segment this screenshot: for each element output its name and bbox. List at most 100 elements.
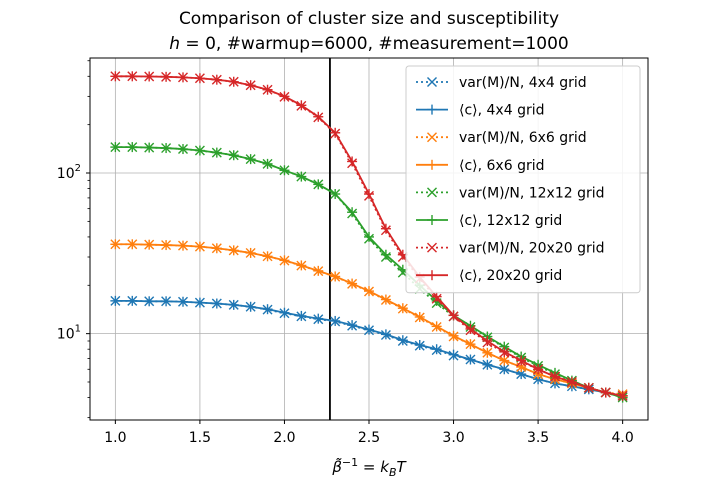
legend-marker — [427, 187, 437, 198]
data-point-marker — [144, 296, 155, 307]
data-point-marker — [245, 80, 256, 91]
data-point-marker — [550, 371, 560, 382]
data-point-marker — [245, 247, 256, 258]
data-point-marker — [279, 255, 290, 266]
data-point-marker — [448, 349, 459, 360]
data-point-marker — [499, 355, 510, 366]
x-tick-label: 2.0 — [273, 430, 295, 446]
legend-marker — [427, 159, 437, 170]
axes: 1.0 1.5 2.0 2.5 3.0 3.5 4.0 101 102 — [57, 57, 649, 446]
legend-label: ⟨c⟩, 20x20 grid — [459, 268, 562, 284]
data-point-marker — [600, 387, 611, 398]
data-point-marker — [330, 127, 341, 138]
data-point-marker — [211, 298, 222, 309]
series-group — [110, 71, 628, 403]
data-point-marker — [364, 231, 374, 242]
legend-entry: ⟨c⟩, 4x4 grid — [416, 103, 545, 119]
data-point-marker — [516, 355, 527, 366]
data-point-marker — [161, 143, 172, 154]
data-point-marker — [566, 376, 577, 387]
data-point-marker — [262, 304, 273, 315]
data-point-marker — [161, 71, 172, 82]
data-point-marker — [313, 313, 324, 324]
legend-marker — [427, 215, 437, 225]
data-point-marker — [347, 320, 358, 331]
data-point-marker — [194, 241, 205, 252]
data-point-marker — [245, 301, 256, 312]
data-point-marker — [279, 307, 290, 318]
legend-entry: var(M)/N, 6x6 grid — [416, 130, 587, 146]
data-point-marker — [127, 142, 138, 153]
data-point-marker — [499, 364, 510, 375]
data-point-marker — [178, 240, 188, 251]
data-point-marker — [380, 223, 391, 234]
data-point-marker — [144, 142, 155, 153]
data-point-marker — [194, 145, 205, 156]
legend: var(M)/N, 4x4 grid ⟨c⟩, 4x4 grid var(M)/N,… — [405, 65, 641, 294]
data-point-marker — [364, 324, 374, 335]
data-point-marker — [330, 271, 341, 282]
data-point-marker — [414, 311, 425, 322]
data-point-marker — [194, 297, 205, 308]
data-point-marker — [228, 76, 239, 87]
data-point-marker — [178, 296, 188, 307]
legend-label: var(M)/N, 20x20 grid — [459, 241, 605, 257]
data-point-marker — [482, 335, 493, 346]
data-point-marker — [279, 165, 290, 176]
plot-frame — [89, 57, 649, 421]
data-point-marker — [465, 323, 476, 334]
data-point-marker — [313, 265, 324, 276]
data-point-marker — [245, 154, 256, 165]
data-point-marker — [414, 339, 425, 350]
y-tick-label: 102 — [57, 163, 81, 182]
legend-label: var(M)/N, 12x12 grid — [459, 185, 605, 201]
legend-marker — [427, 270, 437, 281]
data-point-marker — [194, 73, 205, 84]
legend-marker — [427, 77, 437, 87]
data-point-marker — [482, 347, 493, 358]
data-point-marker — [431, 321, 442, 332]
data-point-marker — [262, 158, 273, 169]
data-point-marker — [228, 150, 239, 161]
data-point-marker — [330, 315, 341, 326]
data-point-marker — [448, 330, 459, 341]
x-tick-label: 3.0 — [442, 430, 464, 446]
y-tick-label: 101 — [57, 324, 81, 343]
data-point-marker — [161, 240, 172, 251]
data-point-marker — [144, 71, 155, 82]
data-point-marker — [279, 91, 290, 102]
data-point-marker — [347, 278, 358, 289]
data-point-marker — [583, 382, 594, 393]
chart-subtitle: h = 0, #warmup=6000, #measurement=1000 — [169, 34, 569, 54]
legend-label: var(M)/N, 6x6 grid — [459, 130, 587, 146]
legend-marker — [427, 104, 437, 115]
data-point-marker — [110, 239, 121, 250]
data-point-marker — [380, 329, 391, 340]
legend-box — [405, 65, 641, 294]
data-point-marker — [127, 239, 138, 250]
data-point-marker — [431, 344, 442, 355]
data-point-marker — [364, 286, 374, 297]
legend-marker — [427, 242, 437, 253]
data-point-marker — [178, 72, 188, 83]
x-tick-label: 2.5 — [358, 430, 380, 446]
legend-label: ⟨c⟩, 4x4 grid — [459, 103, 545, 119]
data-point-marker — [296, 310, 307, 321]
legend-label: var(M)/N, 4x4 grid — [459, 75, 587, 91]
legend-entry: var(M)/N, 20x20 grid — [416, 241, 605, 257]
data-point-marker — [448, 310, 459, 321]
data-point-marker — [397, 303, 408, 314]
data-point-marker — [127, 71, 138, 82]
data-point-marker — [296, 171, 307, 182]
x-tick-label: 4.0 — [612, 430, 634, 446]
x-tick-label: 3.5 — [527, 430, 549, 446]
data-point-marker — [228, 245, 239, 256]
legend-entry: ⟨c⟩, 12x12 grid — [416, 213, 562, 229]
data-point-marker — [262, 84, 273, 95]
data-point-marker — [178, 144, 188, 155]
chart-title: Comparison of cluster size and susceptib… — [179, 9, 559, 29]
data-point-marker — [499, 346, 510, 357]
legend-entry: var(M)/N, 4x4 grid — [416, 75, 587, 91]
data-point-marker — [617, 390, 628, 401]
